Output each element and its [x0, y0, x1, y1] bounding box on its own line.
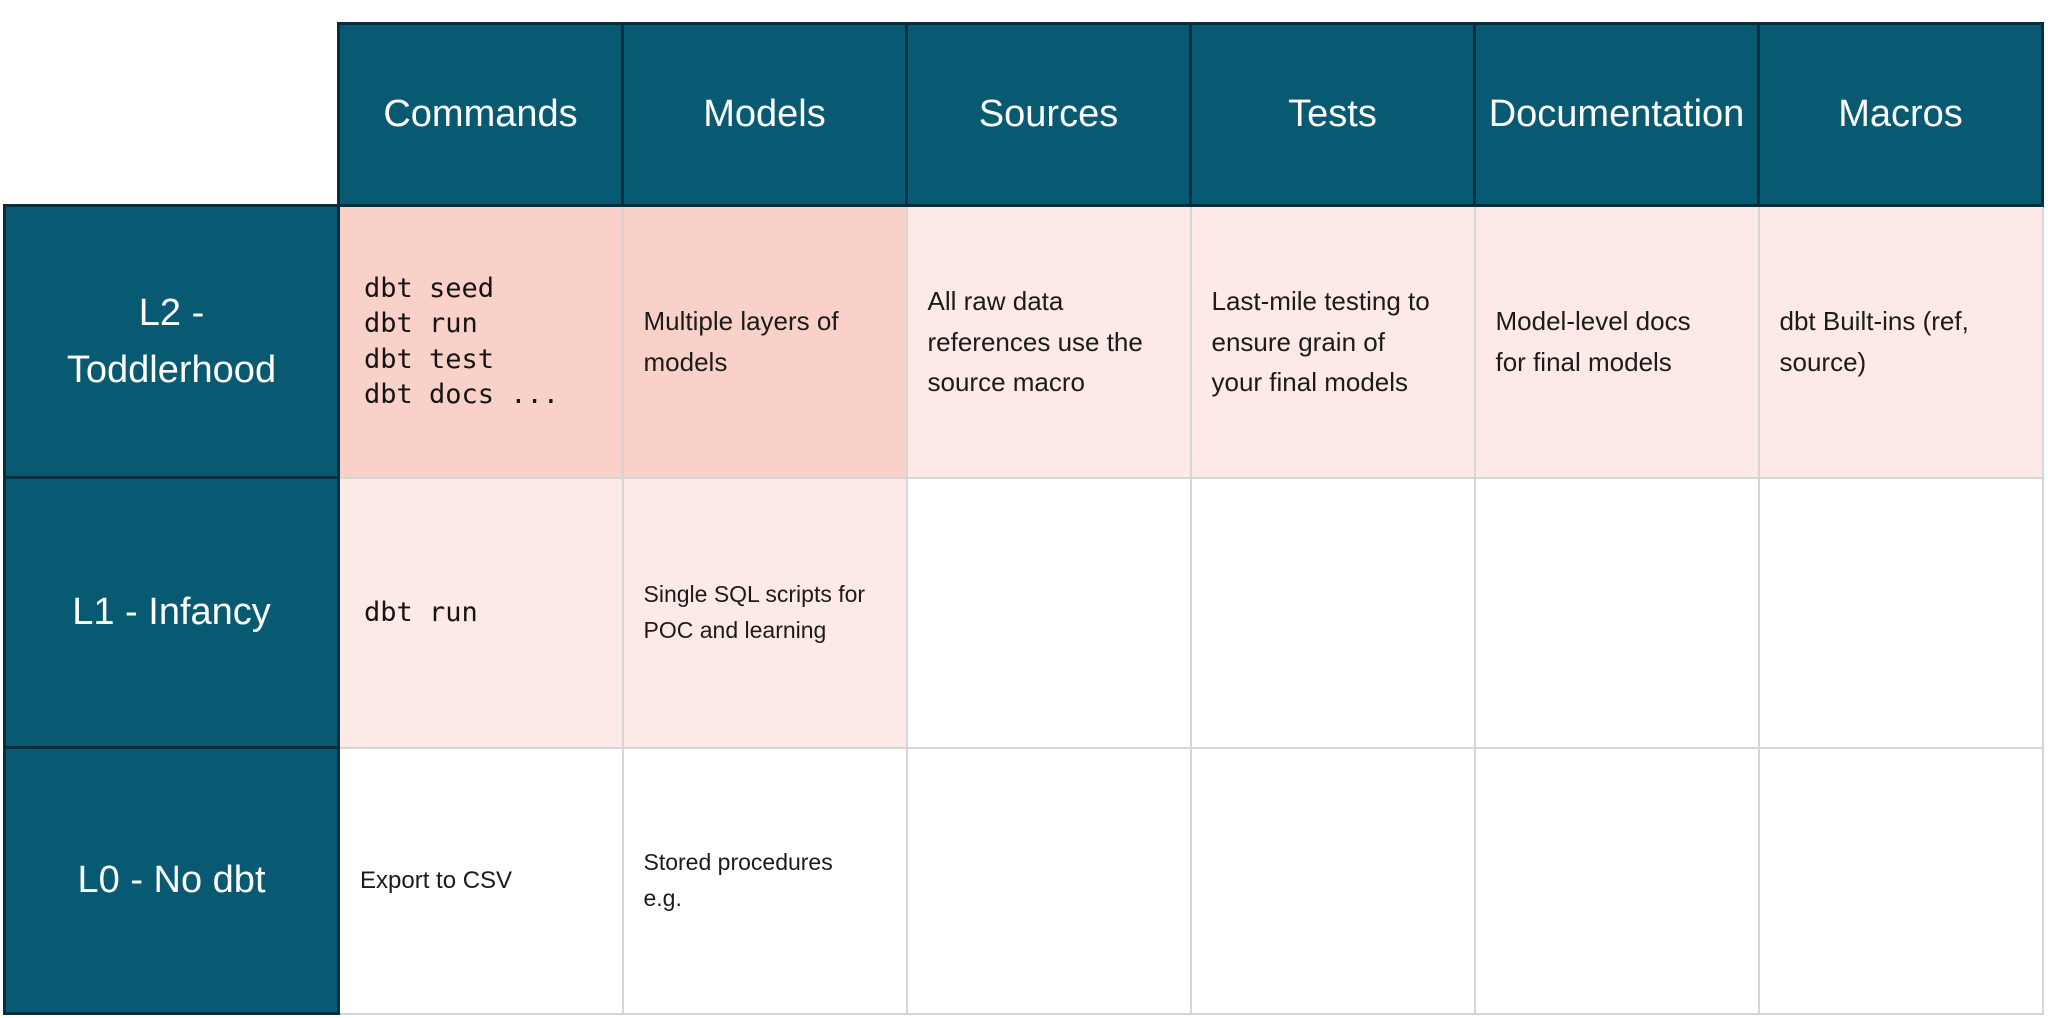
- row-header-l2: L2 - Toddlerhood: [3, 204, 340, 479]
- column-header-macros: Macros: [1757, 22, 2044, 207]
- cell-l2-macros: dbt Built-ins (ref, source): [1757, 204, 2044, 479]
- row-header-l0: L0 - No dbt: [3, 746, 340, 1015]
- dbt-maturity-table: Commands Models Sources Tests Documentat…: [3, 22, 2044, 1015]
- header-row: Commands Models Sources Tests Documentat…: [4, 22, 2044, 207]
- cell-l1-tests: [1189, 476, 1476, 749]
- cell-l2-commands: dbt seed dbt run dbt test dbt docs ...: [337, 204, 624, 479]
- cell-l2-models: Multiple layers of models: [621, 204, 908, 479]
- cell-l0-documentation: [1473, 746, 1760, 1015]
- row-l1-infancy: L1 - Infancy dbt run Single SQL scripts …: [3, 476, 2044, 749]
- cell-l1-commands: dbt run: [337, 476, 624, 749]
- column-header-tests: Tests: [1189, 22, 1476, 207]
- row-header-l1: L1 - Infancy: [3, 476, 340, 749]
- cell-l0-models: Stored procedures e.g.: [621, 746, 908, 1015]
- cell-l2-documentation: Model-level docs for final models: [1473, 204, 1760, 479]
- cell-l1-documentation: [1473, 476, 1760, 749]
- cell-l0-commands: Export to CSV: [337, 746, 624, 1015]
- cell-l1-models: Single SQL scripts for POC and learning: [621, 476, 908, 749]
- corner-cell: [4, 23, 339, 206]
- cell-l2-sources: All raw data references use the source m…: [905, 204, 1192, 479]
- column-header-documentation: Documentation: [1473, 22, 1760, 207]
- cell-l0-tests: [1189, 746, 1476, 1015]
- cell-l2-tests: Last-mile testing to ensure grain of you…: [1189, 204, 1476, 479]
- column-header-sources: Sources: [905, 22, 1192, 207]
- cell-l1-macros: [1757, 476, 2044, 749]
- cell-l1-sources: [905, 476, 1192, 749]
- column-header-commands: Commands: [337, 22, 624, 207]
- row-l0-no-dbt: L0 - No dbt Export to CSV Stored procedu…: [3, 746, 2044, 1015]
- row-l2-toddlerhood: L2 - Toddlerhood dbt seed dbt run dbt te…: [3, 204, 2044, 479]
- column-header-models: Models: [621, 22, 908, 207]
- cell-l0-sources: [905, 746, 1192, 1015]
- cell-l0-macros: [1757, 746, 2044, 1015]
